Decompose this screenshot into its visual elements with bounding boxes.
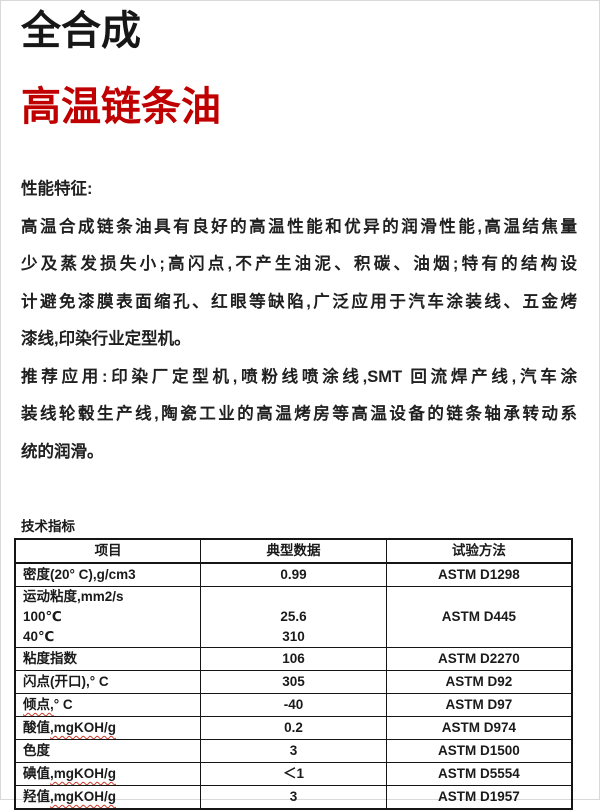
- spec-value: 3: [200, 739, 387, 763]
- viscosity-value-40: 310: [282, 629, 305, 644]
- spec-method: ASTM D5554: [385, 762, 573, 786]
- table-row: 碘值,mgKOH/g ＜1 ASTM D5554: [14, 762, 573, 786]
- spec-value: 106: [200, 647, 387, 671]
- spec-method: ASTM D97: [385, 693, 573, 717]
- table-row: 闪点(开口),° C 305 ASTM D92: [14, 670, 573, 694]
- spec-method: ASTM D1298: [385, 562, 573, 587]
- performance-line: 高温合成链条油具有良好的高温性能和优异的润滑性能,高温结焦量: [21, 217, 577, 236]
- spec-value: 0.99: [200, 562, 387, 587]
- table-row: 色度 3 ASTM D1500: [14, 739, 573, 763]
- viscosity-label: 运动粘度,mm2/s: [23, 589, 124, 604]
- spec-method: ASTM D974: [385, 716, 573, 740]
- body-text: 性能特征: 高温合成链条油具有良好的高温性能和优异的润滑性能,高温结焦量 少及蒸…: [21, 171, 577, 471]
- specs-table: 项目 典型数据 试验方法 密度(20° C),g/cm3 0.99 ASTM D…: [14, 538, 573, 810]
- spec-method: ASTM D1500: [385, 739, 573, 763]
- table-row: 酸值,mgKOH/g 0.2 ASTM D974: [14, 716, 573, 740]
- spec-item: 粘度指数: [14, 647, 202, 671]
- table-row: 倾点,° C -40 ASTM D97: [14, 693, 573, 717]
- spec-value: ＜1: [200, 762, 387, 786]
- application-line: 统的润滑。: [21, 442, 104, 461]
- viscosity-value-blank: [208, 588, 379, 608]
- table-row: 粘度指数 106 ASTM D2270: [14, 647, 573, 671]
- spec-value: -40: [200, 693, 387, 717]
- column-header-method: 试验方法: [385, 538, 573, 564]
- table-row-viscosity: 运动粘度,mm2/s 100℃ 40℃ 25.6 310 ASTM D445: [14, 586, 573, 648]
- spec-item: 碘值,mgKOH/g: [14, 762, 202, 786]
- spec-item: 色度: [14, 739, 202, 763]
- product-type-title: 全合成: [21, 9, 141, 53]
- performance-line: 计避免漆膜表面缩孔、红眼等缺陷,广泛应用于汽车涂装线、五金烤: [21, 292, 577, 311]
- viscosity-method-blank: [394, 588, 564, 608]
- performance-line: 漆线,印染行业定型机。: [21, 330, 191, 348]
- spec-item: 密度(20° C),g/cm3: [14, 562, 202, 587]
- spec-value: 3: [200, 785, 387, 810]
- column-header-value: 典型数据: [200, 538, 387, 564]
- viscosity-temp-100: 100℃: [23, 609, 62, 624]
- spec-value: 305: [200, 670, 387, 694]
- table-row-density: 密度(20° C),g/cm3 0.99 ASTM D1298: [14, 562, 573, 587]
- spec-item: 运动粘度,mm2/s 100℃ 40℃: [14, 586, 202, 648]
- performance-line: 少及蒸发损失小;高闪点,不产生油泥、积碳、油烟;特有的结构设: [21, 255, 577, 273]
- column-header-item: 项目: [14, 538, 202, 564]
- spec-method: ASTM D1957: [385, 785, 573, 810]
- spec-method: ASTM D445: [385, 586, 573, 648]
- product-name-title: 高温链条油: [21, 85, 221, 129]
- specs-header-row: 项目 典型数据 试验方法: [14, 538, 573, 564]
- performance-heading: 性能特征:: [21, 180, 93, 198]
- table-row: 羟值,mgKOH/g 3 ASTM D1957: [14, 785, 573, 810]
- viscosity-method: ASTM D445: [441, 609, 517, 624]
- spec-method: ASTM D2270: [385, 647, 573, 671]
- spec-item: 闪点(开口),° C: [14, 670, 202, 694]
- viscosity-temp-40: 40℃: [23, 629, 55, 644]
- spec-value: 0.2: [200, 716, 387, 740]
- spec-item: 羟值,mgKOH/g: [14, 785, 202, 810]
- application-line: 推荐应用:印染厂定型机,喷粉线喷涂线,SMT 回流焊产线,汽车涂: [21, 367, 577, 386]
- spec-item: 酸值,mgKOH/g: [14, 716, 202, 740]
- specs-caption: 技术指标: [21, 519, 75, 534]
- spec-item: 倾点,° C: [14, 693, 202, 717]
- viscosity-value-100: 25.6: [280, 609, 307, 624]
- spec-value: 25.6 310: [200, 586, 387, 648]
- application-line: 装线轮毂生产线,陶瓷工业的高温烤房等高温设备的链条轴承转动系: [21, 405, 577, 423]
- spec-method: ASTM D92: [385, 670, 573, 694]
